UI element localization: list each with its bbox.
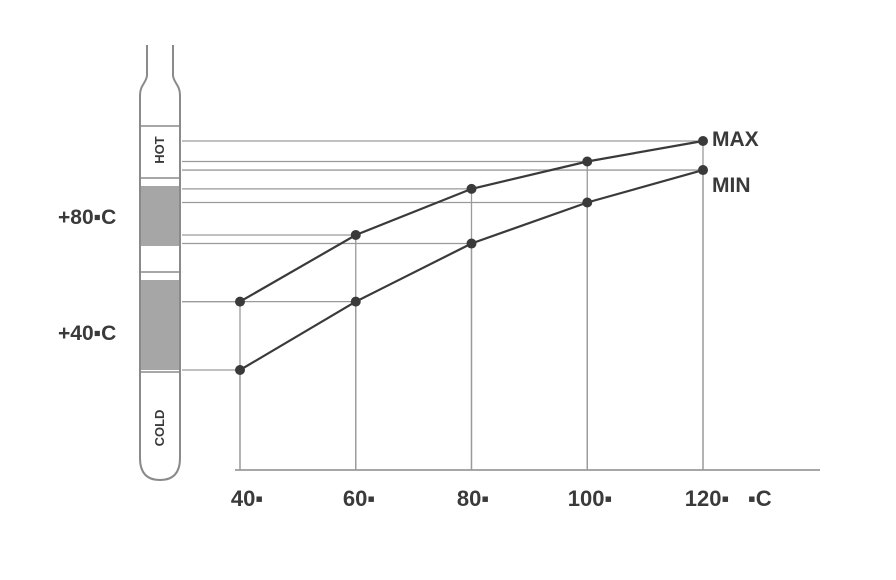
data-point-min <box>235 365 245 375</box>
x-tick-label: 40▪ <box>231 486 263 511</box>
data-markers <box>235 136 708 375</box>
x-tick-label: 60▪ <box>343 486 375 511</box>
thermometer-outline <box>139 45 181 482</box>
series-label-max: MAX <box>712 128 759 151</box>
warm-shaded-band <box>141 186 179 244</box>
x-tick-label: 80▪ <box>457 486 489 511</box>
data-point-min <box>350 296 361 307</box>
data-point-min <box>698 165 708 176</box>
side-label-80: +80▪C <box>58 206 116 229</box>
x-tick-label: 100▪ <box>568 486 613 511</box>
cool-shaded-band <box>141 280 179 370</box>
data-point-max <box>466 183 477 194</box>
hot-band-label: HOT <box>152 136 167 164</box>
data-point-max <box>235 296 245 307</box>
cold-band-label: COLD <box>152 410 167 447</box>
series-label-min: MIN <box>712 174 751 197</box>
data-point-max <box>582 156 593 167</box>
data-point-max <box>350 229 361 240</box>
data-point-min <box>582 197 593 208</box>
data-point-max <box>698 136 708 146</box>
x-tick-label: 120▪ <box>685 486 730 511</box>
side-label-40: +40▪C <box>58 322 116 345</box>
data-point-min <box>466 238 477 249</box>
gridlines <box>182 140 704 470</box>
x-unit-label: ▪C <box>748 486 772 511</box>
